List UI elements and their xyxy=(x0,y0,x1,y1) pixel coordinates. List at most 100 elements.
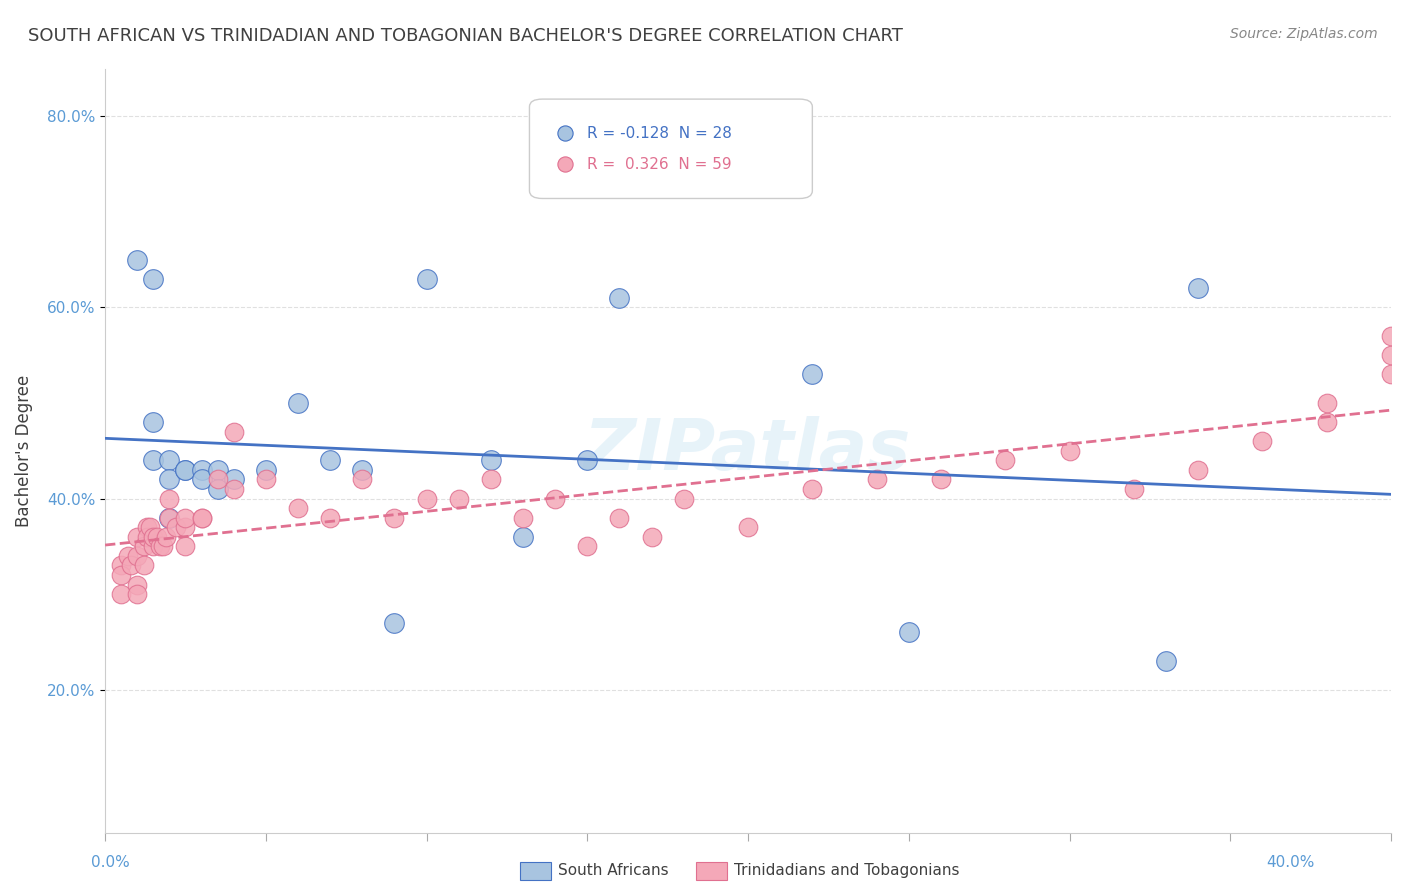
Point xyxy=(384,510,406,524)
Point xyxy=(155,530,177,544)
Point xyxy=(110,568,132,582)
Point xyxy=(127,587,149,601)
Point xyxy=(479,453,502,467)
Point xyxy=(1316,396,1339,410)
Point xyxy=(132,558,155,573)
Point xyxy=(190,463,212,477)
Point xyxy=(207,463,229,477)
FancyBboxPatch shape xyxy=(530,99,813,199)
Point xyxy=(609,510,631,524)
Point xyxy=(157,472,180,486)
Point xyxy=(1379,329,1402,343)
Point xyxy=(174,539,197,553)
Text: SOUTH AFRICAN VS TRINIDADIAN AND TOBAGONIAN BACHELOR'S DEGREE CORRELATION CHART: SOUTH AFRICAN VS TRINIDADIAN AND TOBAGON… xyxy=(28,27,903,45)
Point xyxy=(319,453,342,467)
Point xyxy=(139,520,162,534)
Point xyxy=(447,491,470,506)
Point xyxy=(1379,368,1402,382)
Point xyxy=(254,463,277,477)
Point xyxy=(207,472,229,486)
Point xyxy=(222,482,245,496)
Point xyxy=(110,587,132,601)
Point xyxy=(145,530,167,544)
Point xyxy=(1187,463,1209,477)
Point xyxy=(512,510,534,524)
Point xyxy=(640,530,662,544)
Point xyxy=(544,491,567,506)
Text: 0.0%: 0.0% xyxy=(91,855,131,870)
Point xyxy=(609,291,631,305)
Point xyxy=(801,482,824,496)
Point xyxy=(1187,281,1209,295)
Point xyxy=(157,491,180,506)
Text: South Africans: South Africans xyxy=(558,863,669,878)
Point xyxy=(174,463,197,477)
Point xyxy=(672,491,695,506)
Point xyxy=(1244,0,1267,13)
Point xyxy=(1122,482,1144,496)
Point xyxy=(174,520,197,534)
Point xyxy=(737,520,759,534)
Point xyxy=(1059,443,1081,458)
Point xyxy=(127,252,149,267)
Point xyxy=(287,501,309,516)
Point xyxy=(127,530,149,544)
Text: 40.0%: 40.0% xyxy=(1267,855,1315,870)
Point xyxy=(142,539,165,553)
Point xyxy=(1244,37,1267,52)
Text: R =  0.326  N = 59: R = 0.326 N = 59 xyxy=(588,157,733,171)
Y-axis label: Bachelor's Degree: Bachelor's Degree xyxy=(15,375,32,527)
Point xyxy=(576,539,599,553)
Point xyxy=(127,549,149,563)
Point xyxy=(1316,415,1339,429)
Text: R = -0.128  N = 28: R = -0.128 N = 28 xyxy=(588,126,733,141)
Point xyxy=(207,482,229,496)
Point xyxy=(110,558,132,573)
Point xyxy=(142,530,165,544)
Point xyxy=(157,510,180,524)
Point xyxy=(319,510,342,524)
Point xyxy=(152,539,174,553)
Point xyxy=(929,472,952,486)
Text: Trinidadians and Tobagonians: Trinidadians and Tobagonians xyxy=(734,863,959,878)
Point xyxy=(352,463,374,477)
Point xyxy=(165,520,187,534)
Point xyxy=(142,271,165,285)
Point xyxy=(157,453,180,467)
Point xyxy=(866,472,889,486)
Point xyxy=(120,558,142,573)
Point xyxy=(352,472,374,486)
Point xyxy=(142,453,165,467)
Text: Source: ZipAtlas.com: Source: ZipAtlas.com xyxy=(1230,27,1378,41)
Point xyxy=(142,415,165,429)
Point xyxy=(1154,654,1177,668)
Point xyxy=(479,472,502,486)
Point xyxy=(897,625,920,640)
Text: ZIPatlas: ZIPatlas xyxy=(585,417,911,485)
Point xyxy=(415,491,437,506)
Point xyxy=(132,539,155,553)
Point xyxy=(190,510,212,524)
Point xyxy=(1379,348,1402,362)
Point xyxy=(801,368,824,382)
Point xyxy=(254,472,277,486)
Point xyxy=(135,520,157,534)
Point xyxy=(222,472,245,486)
Point xyxy=(222,425,245,439)
Point xyxy=(117,549,139,563)
Point xyxy=(174,463,197,477)
Point xyxy=(287,396,309,410)
Point xyxy=(994,453,1017,467)
Point xyxy=(149,539,172,553)
Point xyxy=(512,530,534,544)
Point xyxy=(415,271,437,285)
Point xyxy=(157,510,180,524)
Point xyxy=(1251,434,1274,449)
Point xyxy=(576,453,599,467)
Point xyxy=(127,577,149,591)
Point xyxy=(190,510,212,524)
Point xyxy=(384,615,406,630)
Point xyxy=(190,472,212,486)
Point xyxy=(174,510,197,524)
Point xyxy=(135,530,157,544)
